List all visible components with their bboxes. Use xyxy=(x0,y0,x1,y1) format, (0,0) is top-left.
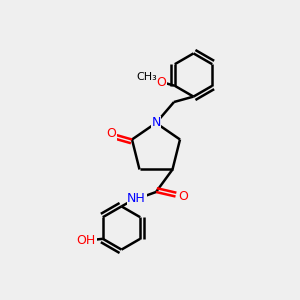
Text: NH: NH xyxy=(127,191,146,205)
Text: O: O xyxy=(106,127,116,140)
Text: OH: OH xyxy=(77,234,96,247)
Text: CH₃: CH₃ xyxy=(136,72,157,82)
Text: O: O xyxy=(156,76,166,89)
Text: O: O xyxy=(178,190,188,203)
Text: N: N xyxy=(151,116,161,130)
